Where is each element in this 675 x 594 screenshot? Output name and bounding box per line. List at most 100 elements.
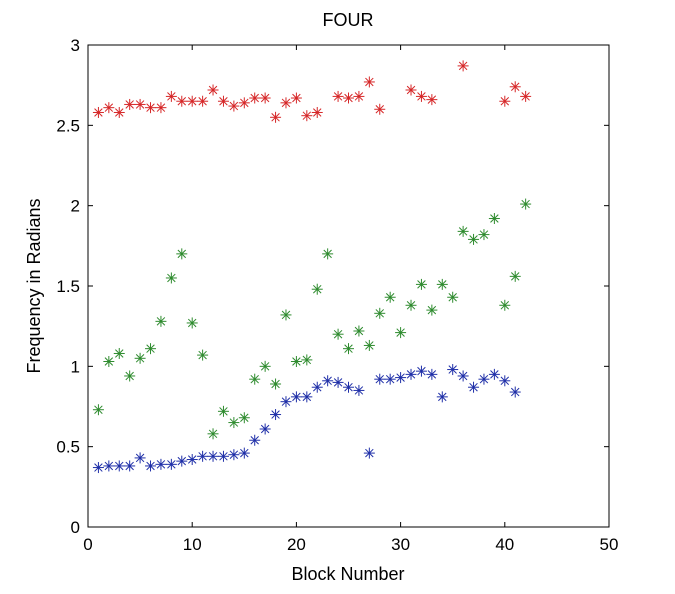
data-point-series-2 bbox=[436, 278, 448, 290]
data-point-series-3 bbox=[124, 460, 136, 472]
data-point-series-1 bbox=[426, 94, 438, 106]
data-point-series-3 bbox=[103, 460, 115, 472]
data-point-series-3 bbox=[280, 396, 292, 408]
data-point-series-3 bbox=[290, 391, 302, 403]
y-tick-label: 0.5 bbox=[56, 438, 80, 457]
data-point-series-3 bbox=[478, 373, 490, 385]
data-points bbox=[92, 60, 532, 474]
data-point-series-1 bbox=[113, 106, 125, 118]
data-point-series-2 bbox=[343, 343, 354, 355]
data-point-series-3 bbox=[176, 455, 188, 467]
data-point-series-1 bbox=[228, 100, 240, 112]
data-point-series-1 bbox=[520, 90, 532, 102]
data-point-series-2 bbox=[520, 198, 532, 210]
data-point-series-3 bbox=[415, 365, 427, 377]
data-point-series-2 bbox=[322, 248, 334, 260]
x-axis-label: Block Number bbox=[291, 564, 404, 584]
data-point-series-2 bbox=[353, 325, 365, 337]
data-point-series-2 bbox=[207, 428, 219, 440]
data-point-series-3 bbox=[259, 423, 271, 435]
chart-title: FOUR bbox=[323, 10, 374, 30]
data-point-series-2 bbox=[165, 272, 177, 284]
data-point-series-3 bbox=[384, 373, 396, 385]
data-point-series-1 bbox=[259, 92, 271, 104]
axis-ticks: 0 10 20 30 40 50 0 0.5 1 1.5 2 2.5 3 bbox=[56, 36, 618, 554]
data-point-series-2 bbox=[186, 317, 198, 329]
data-point-series-2 bbox=[155, 315, 167, 327]
data-point-series-3 bbox=[270, 409, 282, 421]
data-point-series-3 bbox=[186, 454, 198, 466]
data-point-series-1 bbox=[249, 92, 261, 104]
data-point-series-3 bbox=[145, 460, 157, 472]
data-point-series-3 bbox=[249, 434, 261, 446]
x-tick-label: 50 bbox=[600, 535, 619, 554]
data-point-series-1 bbox=[290, 92, 302, 104]
data-point-series-2 bbox=[124, 370, 136, 382]
data-point-series-3 bbox=[374, 373, 386, 385]
data-point-series-2 bbox=[92, 404, 104, 416]
data-point-series-3 bbox=[217, 450, 229, 462]
data-point-series-2 bbox=[280, 309, 292, 321]
data-point-series-2 bbox=[228, 417, 240, 429]
data-point-series-2 bbox=[415, 278, 427, 290]
y-tick-label: 1.5 bbox=[56, 277, 80, 296]
data-point-series-3 bbox=[113, 460, 125, 472]
data-point-series-3 bbox=[228, 449, 240, 461]
y-tick-label: 0 bbox=[71, 518, 80, 537]
data-point-series-2 bbox=[457, 225, 469, 237]
data-point-series-1 bbox=[165, 90, 177, 102]
data-point-series-3 bbox=[509, 386, 521, 398]
x-tick-label: 20 bbox=[287, 535, 306, 554]
data-point-series-1 bbox=[103, 102, 115, 114]
data-point-series-3 bbox=[353, 384, 365, 396]
data-point-series-2 bbox=[374, 307, 386, 319]
data-point-series-2 bbox=[113, 347, 125, 359]
data-point-series-1 bbox=[353, 90, 365, 102]
data-point-series-1 bbox=[280, 97, 292, 109]
data-point-series-2 bbox=[478, 229, 490, 241]
data-point-series-3 bbox=[165, 458, 177, 470]
data-point-series-1 bbox=[134, 98, 146, 110]
data-point-series-2 bbox=[426, 304, 438, 316]
data-point-series-1 bbox=[363, 76, 375, 88]
data-point-series-2 bbox=[217, 405, 229, 417]
data-point-series-1 bbox=[499, 95, 511, 107]
data-point-series-3 bbox=[311, 381, 323, 393]
data-point-series-1 bbox=[92, 106, 104, 118]
data-point-series-1 bbox=[124, 98, 136, 110]
data-point-series-2 bbox=[405, 299, 417, 311]
data-point-series-3 bbox=[322, 375, 334, 387]
y-tick-label: 2.5 bbox=[56, 116, 80, 135]
x-tick-label: 40 bbox=[495, 535, 514, 554]
data-point-series-1 bbox=[374, 103, 386, 115]
data-point-series-3 bbox=[332, 376, 344, 388]
data-point-series-2 bbox=[384, 291, 396, 303]
data-point-series-2 bbox=[509, 270, 521, 282]
data-point-series-2 bbox=[176, 248, 188, 260]
data-point-series-1 bbox=[186, 95, 198, 107]
data-point-series-3 bbox=[488, 368, 500, 380]
x-tick-label: 0 bbox=[83, 535, 92, 554]
data-point-series-2 bbox=[290, 356, 302, 368]
data-point-series-3 bbox=[468, 381, 480, 393]
data-point-series-2 bbox=[311, 283, 323, 295]
data-point-series-2 bbox=[332, 328, 344, 340]
data-point-series-1 bbox=[405, 84, 417, 96]
data-point-series-3 bbox=[426, 368, 438, 380]
data-point-series-2 bbox=[499, 299, 511, 311]
data-point-series-3 bbox=[207, 450, 219, 462]
data-point-series-3 bbox=[499, 375, 511, 387]
data-point-series-3 bbox=[436, 391, 448, 403]
data-point-series-1 bbox=[457, 60, 469, 72]
data-point-series-3 bbox=[92, 462, 104, 474]
data-point-series-1 bbox=[217, 95, 229, 107]
data-point-series-2 bbox=[103, 356, 115, 368]
data-point-series-1 bbox=[207, 84, 219, 96]
data-point-series-3 bbox=[134, 452, 146, 464]
data-point-series-1 bbox=[155, 102, 167, 114]
data-point-series-1 bbox=[332, 90, 344, 102]
data-point-series-2 bbox=[145, 343, 157, 355]
data-point-series-1 bbox=[270, 111, 282, 123]
data-point-series-1 bbox=[301, 110, 313, 122]
y-tick-label: 3 bbox=[71, 36, 80, 55]
